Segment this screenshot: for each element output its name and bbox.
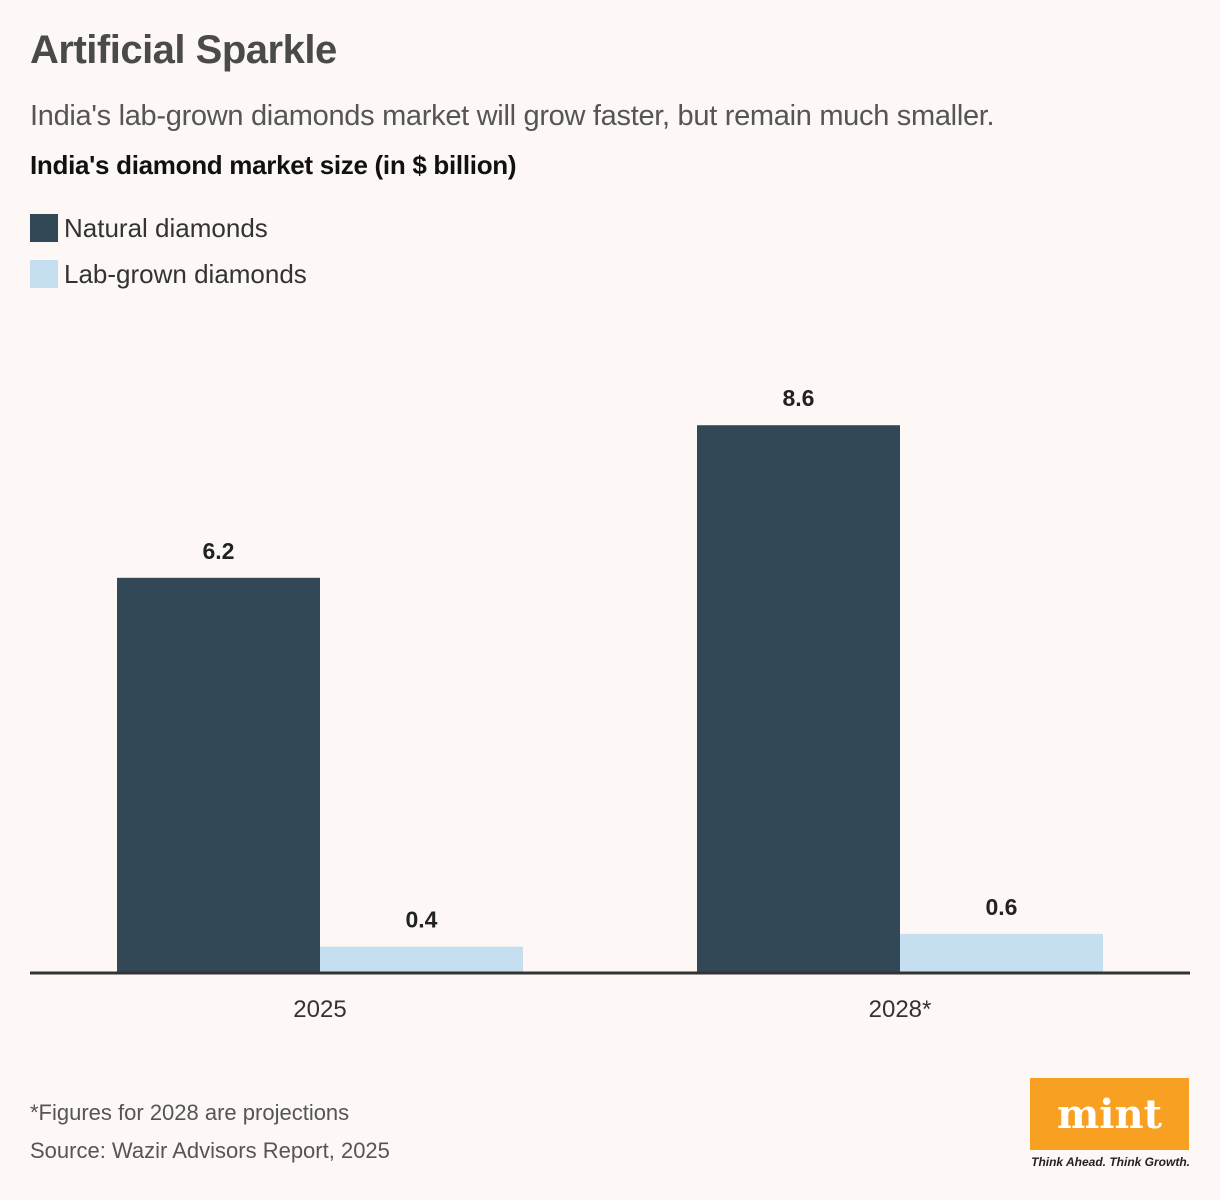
bar-lab-grown-diamonds-1 xyxy=(900,933,1103,972)
chart-heading: India's diamond market size (in $ billio… xyxy=(30,150,517,180)
legend-label-lab-grown: Lab-grown diamonds xyxy=(64,258,307,289)
logo-tagline: Think Ahead. Think Growth. xyxy=(1031,1155,1190,1169)
bar-lab-grown-diamonds-0 xyxy=(320,946,523,972)
legend-label-natural: Natural diamonds xyxy=(64,212,268,243)
mint-logo: mint xyxy=(1030,1078,1189,1150)
footnote: *Figures for 2028 are projections xyxy=(30,1100,350,1125)
x-tick-label-1: 2028* xyxy=(869,996,932,1023)
logo-text: mint xyxy=(1056,1090,1163,1138)
data-label-natural-diamonds-0: 6.2 xyxy=(203,538,235,564)
legend-item-natural: Natural diamonds xyxy=(30,205,307,251)
bar-natural-diamonds-0 xyxy=(117,577,320,972)
source-note: Source: Wazir Advisors Report, 2025 xyxy=(30,1138,390,1163)
bar-natural-diamonds-1 xyxy=(697,425,900,972)
legend-swatch-lab-grown xyxy=(30,260,58,288)
chart-title: Artificial Sparkle xyxy=(30,28,337,72)
chart-subtitle: India's lab-grown diamonds market will g… xyxy=(30,100,995,132)
data-label-natural-diamonds-1: 8.6 xyxy=(783,385,815,411)
bar-chart: 6.2 0.4 2025 8.6 0.6 2028* xyxy=(30,385,1190,1023)
legend-swatch-natural xyxy=(30,214,58,242)
data-label-lab-grown-diamonds-1: 0.6 xyxy=(986,894,1018,920)
legend-item-lab-grown: Lab-grown diamonds xyxy=(30,251,307,297)
data-label-lab-grown-diamonds-0: 0.4 xyxy=(406,907,438,933)
x-tick-label-0: 2025 xyxy=(293,996,346,1023)
legend: Natural diamonds Lab-grown diamonds xyxy=(30,205,307,297)
